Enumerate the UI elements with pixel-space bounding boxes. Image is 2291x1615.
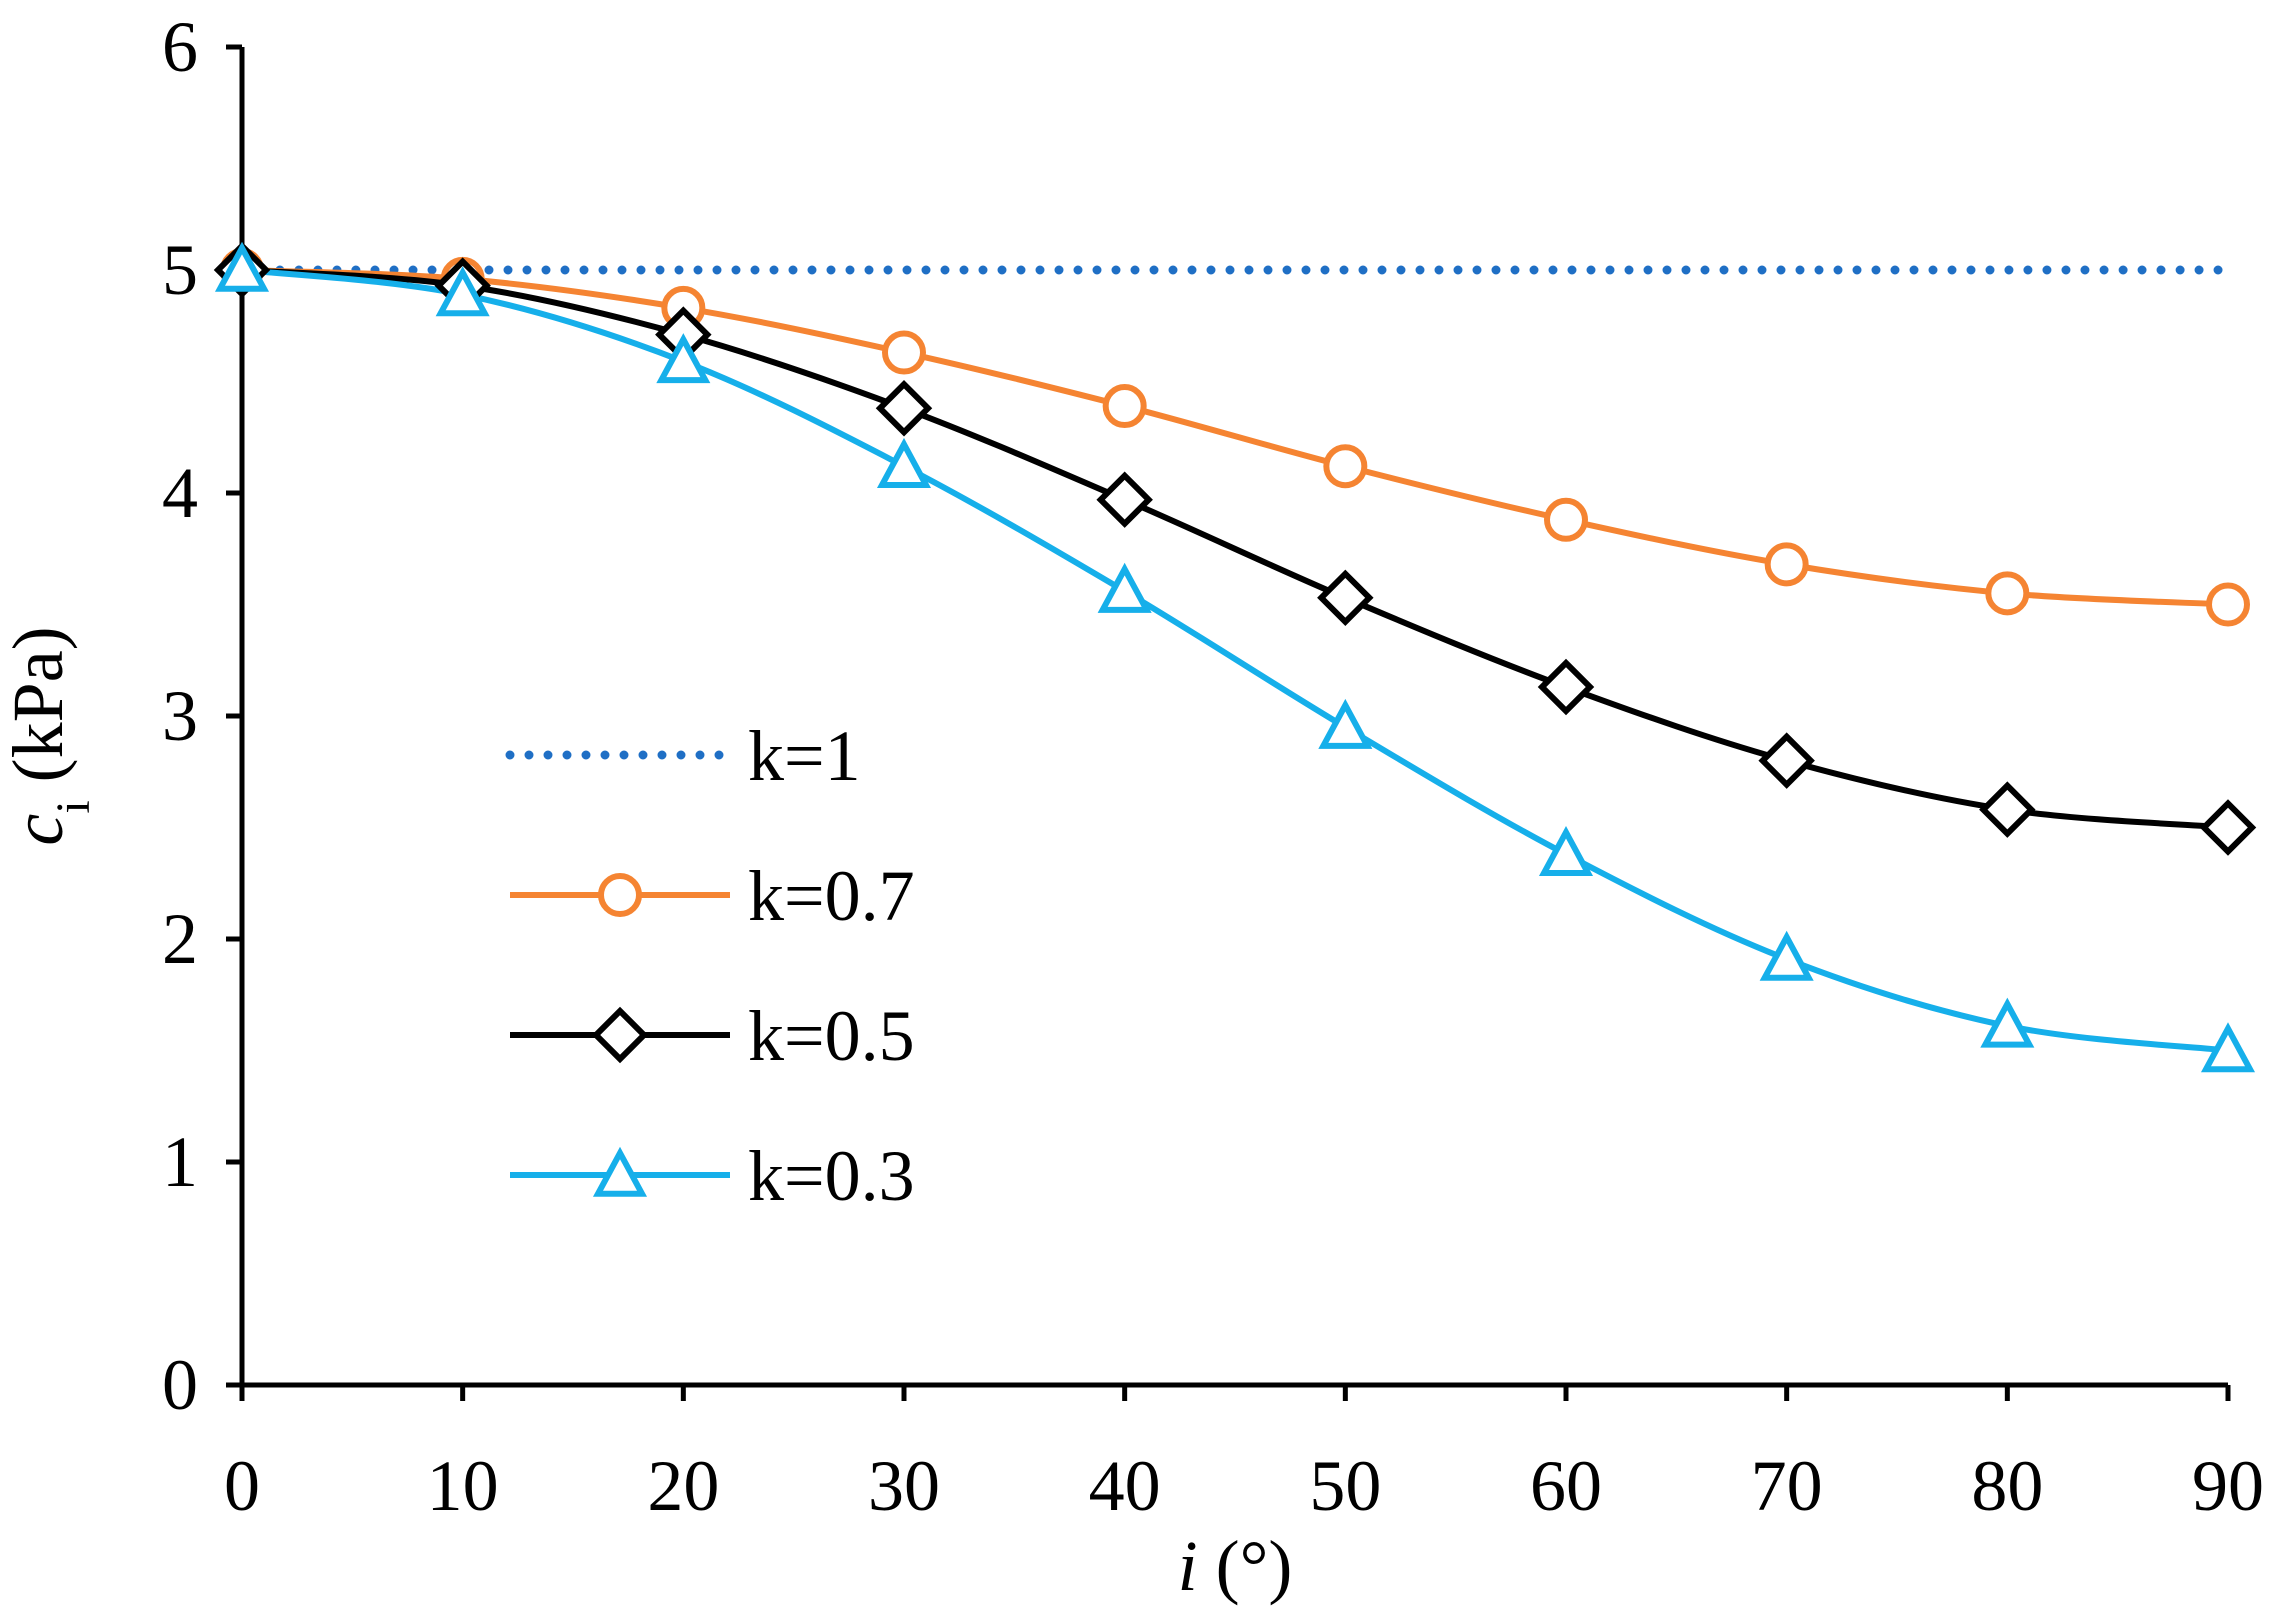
- y-tick-label: 1: [162, 1122, 198, 1202]
- x-tick-label: 90: [2192, 1446, 2264, 1526]
- data-point-k-0-5: [1096, 471, 1153, 528]
- x-axis-title: i (°): [1178, 1526, 1293, 1606]
- markers-layer: [213, 241, 2257, 1073]
- data-point-k-0-3: [1538, 825, 1594, 876]
- data-point-k-0-7: [2206, 582, 2250, 627]
- legend-label-k-0-3: k=0.3: [748, 1136, 915, 1216]
- data-point-k-0-7: [1764, 542, 1809, 587]
- x-tick-label: 30: [868, 1446, 940, 1526]
- x-tick-label: 40: [1089, 1446, 1161, 1526]
- data-point-k-0-3: [656, 333, 711, 384]
- data-point-k-0-7: [1323, 444, 1368, 489]
- y-tick-label: 2: [162, 899, 198, 979]
- data-point-k-0-5: [1317, 569, 1374, 627]
- legend-marker-k-0-3: [592, 1146, 648, 1197]
- y-axis-title: ci (kPa): [0, 626, 100, 845]
- series-line-k-0-7: [241, 267, 2229, 608]
- legend-label-k-0-5: k=0.5: [748, 996, 915, 1076]
- legend-label-k-0-7: k=0.7: [748, 856, 915, 936]
- legend: k=1 k=0.7 k=0.5 k=0.3: [505, 716, 915, 1216]
- data-point-k-0-5: [1979, 781, 2036, 838]
- x-tick-label: 10: [427, 1446, 499, 1526]
- data-point-k-0-5: [875, 380, 933, 437]
- y-tick-label: 6: [162, 7, 198, 87]
- x-tick-label: 20: [647, 1446, 719, 1526]
- legend-label-k-1: k=1: [748, 716, 861, 796]
- data-point-k-0-3: [876, 437, 932, 488]
- axes-layer: [239, 47, 2228, 1388]
- x-axis-title-unit: (°): [1198, 1526, 1293, 1606]
- data-point-k-0-3: [214, 241, 270, 292]
- y-tick-label: 0: [162, 1345, 198, 1425]
- data-point-k-0-5: [1537, 658, 1595, 716]
- x-tick-label: 80: [1971, 1446, 2043, 1526]
- y-axis-title-var: c: [0, 814, 78, 846]
- legend-marker-k-0-7: [598, 873, 642, 917]
- y-axis-title-sub: i: [47, 800, 100, 813]
- series-layer: [237, 265, 2233, 1054]
- data-point-k-0-3: [1759, 930, 1814, 981]
- y-tick-label: 4: [162, 453, 198, 533]
- data-point-k-0-3: [435, 266, 490, 317]
- x-tick-label: 70: [1751, 1446, 1823, 1526]
- data-point-k-0-5: [2199, 799, 2257, 856]
- legend-marker-k-0-5: [591, 1006, 649, 1064]
- data-point-k-0-3: [1980, 997, 2035, 1048]
- data-point-k-0-7: [1544, 497, 1588, 542]
- x-tick-label: 50: [1309, 1446, 1381, 1526]
- data-point-k-0-3: [2200, 1022, 2256, 1073]
- data-point-k-0-7: [1985, 571, 2030, 616]
- x-tick-label: 0: [224, 1446, 260, 1526]
- data-point-k-0-5: [1758, 732, 1815, 789]
- y-tick-label: 3: [162, 676, 198, 756]
- x-tick-label: 60: [1530, 1446, 1602, 1526]
- series-line-k-0-5: [241, 267, 2229, 831]
- data-point-k-0-3: [1318, 698, 1373, 749]
- y-axis-title-unit: (kPa): [0, 626, 78, 800]
- data-point-k-0-7: [882, 330, 926, 375]
- series-line-k-0-3: [241, 267, 2229, 1054]
- data-point-k-0-3: [1097, 562, 1152, 613]
- x-axis-title-var: i: [1178, 1526, 1198, 1606]
- data-point-k-0-7: [1102, 384, 1147, 429]
- y-tick-label: 5: [162, 230, 198, 310]
